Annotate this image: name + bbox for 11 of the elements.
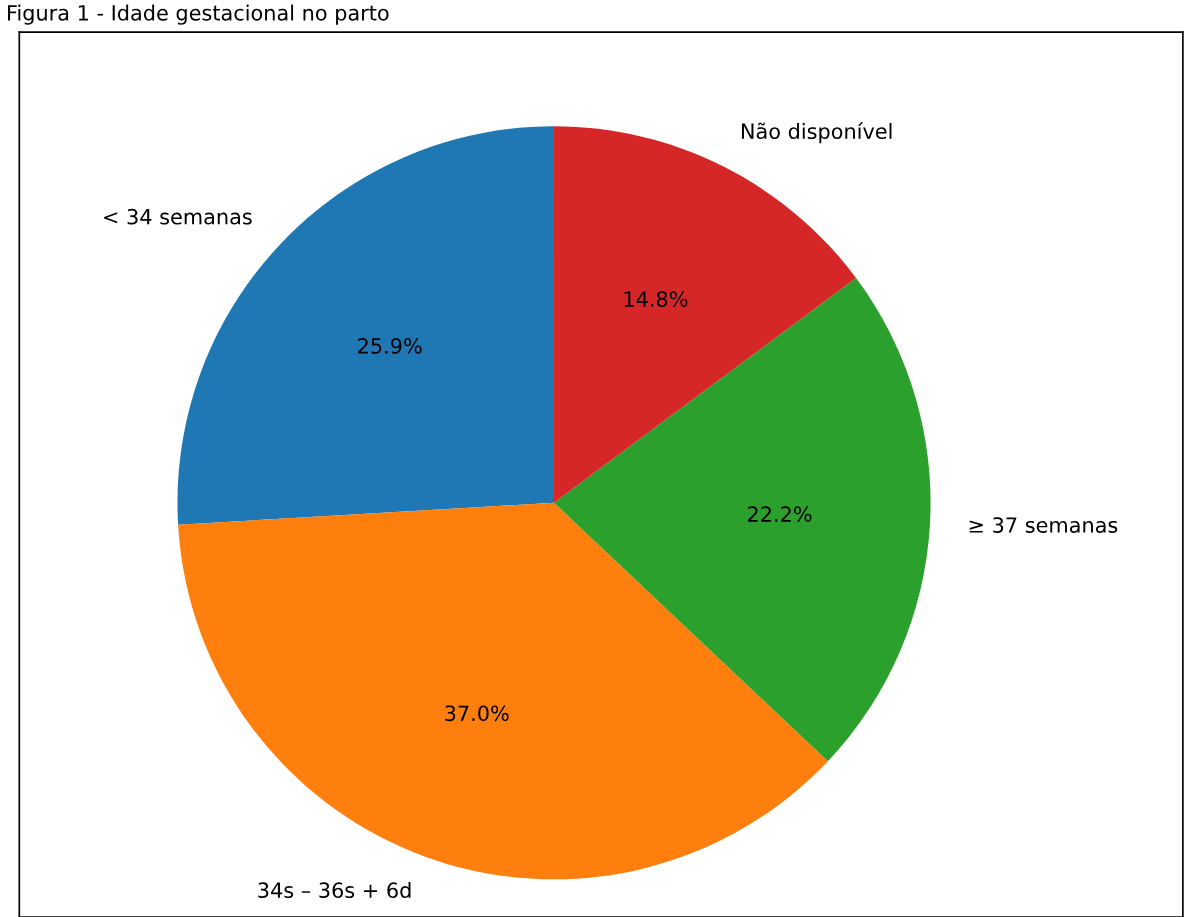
chart-title: Figura 1 - Idade gestacional no parto [8,4,389,25]
data-label: 37.0% [445,705,509,722]
slice-label: < 34 semanas [104,208,252,225]
slice-label: 34s – 36s + 6d [258,881,411,899]
pie-slice [554,277,931,762]
slice-label: Não disponível [741,122,892,144]
data-label: 14.8% [624,291,688,307]
data-label: 25.9% [358,338,422,354]
slice-label: ≥ 37 semanas [969,517,1118,533]
data-label: 22.2% [748,506,812,522]
pie-slice [178,502,828,880]
